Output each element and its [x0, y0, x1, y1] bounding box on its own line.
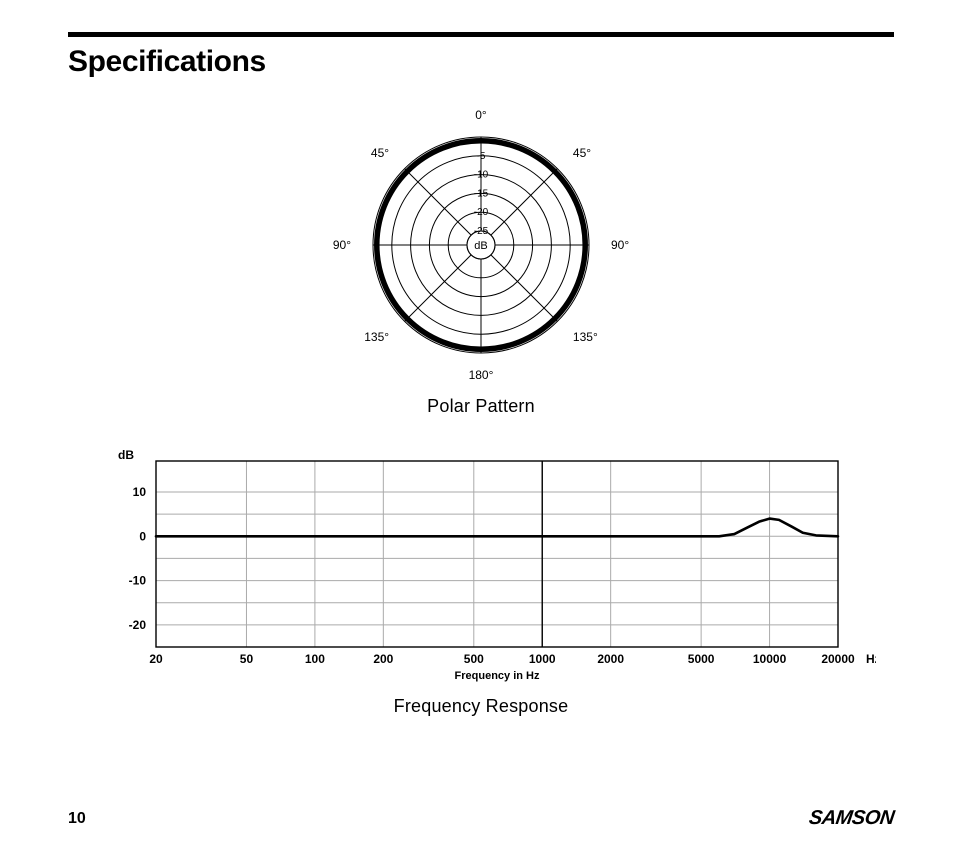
- svg-text:-10: -10: [474, 170, 489, 181]
- svg-text:dB: dB: [118, 448, 134, 462]
- svg-text:90°: 90°: [611, 238, 629, 252]
- svg-text:-25: -25: [474, 226, 489, 237]
- svg-text:500: 500: [464, 652, 484, 666]
- svg-text:135°: 135°: [573, 330, 598, 344]
- brand-logo: SAMSON: [808, 807, 896, 830]
- svg-text:45°: 45°: [371, 146, 389, 160]
- svg-text:Frequency in Hz: Frequency in Hz: [455, 670, 540, 682]
- svg-text:-20: -20: [474, 207, 489, 218]
- svg-text:20: 20: [149, 652, 163, 666]
- svg-text:-10: -10: [129, 574, 147, 588]
- svg-text:-15: -15: [474, 188, 489, 199]
- svg-text:10: 10: [133, 485, 147, 499]
- svg-text:100: 100: [305, 652, 325, 666]
- frequency-caption: Frequency Response: [68, 696, 894, 717]
- svg-text:10000: 10000: [753, 652, 787, 666]
- svg-text:90°: 90°: [333, 238, 351, 252]
- frequency-chart: dB100-10-2020501002005001000200050001000…: [86, 445, 876, 685]
- svg-text:5000: 5000: [688, 652, 715, 666]
- polar-chart: -5 -10 -15 -20 -25 dB 0° 45° 45° 90° 90° 135° 135° 18…: [311, 95, 651, 385]
- svg-text:45°: 45°: [573, 146, 591, 160]
- frequency-response-figure: dB100-10-2020501002005001000200050001000…: [68, 445, 894, 717]
- page-footer: 10 SAMSON: [68, 807, 894, 830]
- svg-text:1000: 1000: [529, 652, 556, 666]
- svg-text:0°: 0°: [475, 108, 487, 122]
- svg-text:20000: 20000: [821, 652, 855, 666]
- svg-text:dB: dB: [474, 240, 487, 252]
- page-number: 10: [68, 810, 86, 828]
- svg-text:135°: 135°: [364, 330, 389, 344]
- svg-text:Hz: Hz: [866, 652, 876, 666]
- polar-pattern-figure: -5 -10 -15 -20 -25 dB 0° 45° 45° 90° 90° 135° 135° 18…: [68, 95, 894, 417]
- svg-text:200: 200: [373, 652, 393, 666]
- svg-text:2000: 2000: [597, 652, 624, 666]
- page-heading: Specifications: [68, 45, 894, 79]
- svg-text:50: 50: [240, 652, 254, 666]
- svg-text:-20: -20: [129, 618, 147, 632]
- svg-text:180°: 180°: [469, 368, 494, 382]
- top-rule: [68, 32, 894, 37]
- polar-caption: Polar Pattern: [68, 396, 894, 417]
- svg-text:-5: -5: [477, 151, 486, 162]
- svg-text:0: 0: [139, 529, 146, 543]
